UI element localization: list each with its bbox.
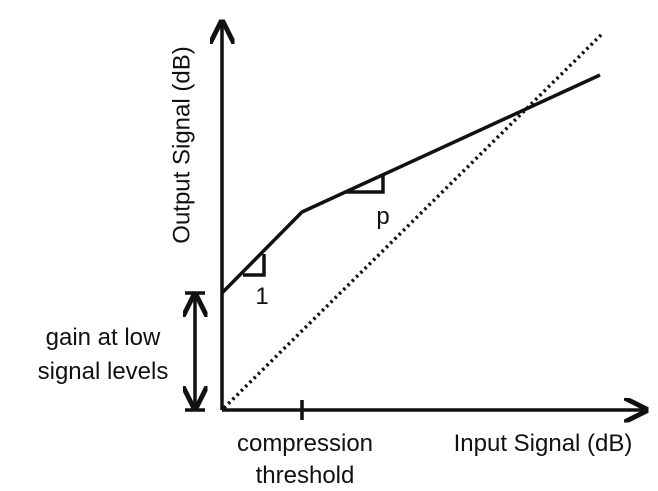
unity-line bbox=[222, 31, 605, 410]
slope-label: p bbox=[376, 203, 389, 230]
slope-triangle-high bbox=[345, 175, 385, 194]
gain-label: gain at low bbox=[46, 324, 161, 351]
y-axis-label: Output Signal (dB) bbox=[168, 46, 195, 243]
compression-curve bbox=[220, 73, 601, 295]
slope-triangle-low bbox=[243, 254, 266, 277]
threshold-label: compression bbox=[237, 430, 373, 457]
x-axis-label: Input Signal (dB) bbox=[454, 430, 633, 457]
threshold-label: threshold bbox=[256, 462, 355, 489]
gain-label: signal levels bbox=[38, 358, 169, 385]
slope-label: 1 bbox=[255, 283, 268, 310]
